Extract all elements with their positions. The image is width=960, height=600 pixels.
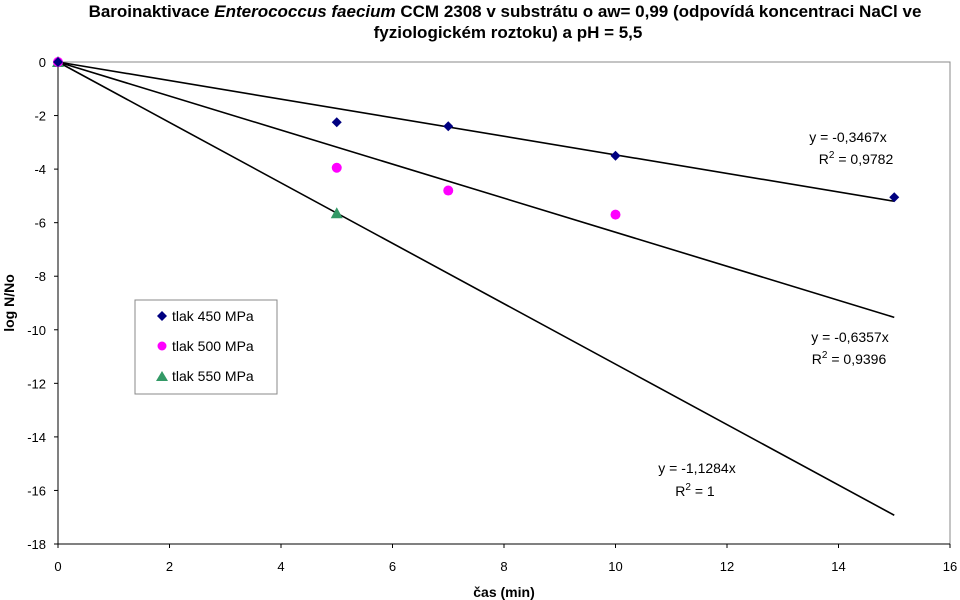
legend-label-450: tlak 450 MPa <box>172 308 254 324</box>
x-tick-label: 16 <box>943 559 957 574</box>
chart-title-line2: fyziologickém roztoku) a pH = 5,5 <box>374 23 643 42</box>
data-point-circle <box>331 162 342 173</box>
trend-500-r2-value: = 0,9396 <box>827 351 886 367</box>
y-tick-label: -8 <box>34 269 46 284</box>
legend-marker-550 <box>156 371 168 381</box>
data-point-diamond <box>889 192 900 203</box>
data-point-diamond <box>53 57 63 67</box>
trend-500-equation: y = -0,6357x <box>811 329 888 345</box>
y-tick-label: -6 <box>34 216 46 231</box>
legend: tlak 450 MPa tlak 500 MPa tlak 550 MPa <box>134 299 278 395</box>
x-tick-label: 0 <box>54 559 61 574</box>
data-point-diamond <box>443 121 454 132</box>
x-tick-label: 14 <box>831 559 845 574</box>
chart-title-organism: Enterococcus faecium <box>214 2 395 21</box>
data-point-triangle <box>330 207 343 219</box>
chart-title-part1: Baroinaktivace <box>89 2 215 21</box>
y-tick-label: -14 <box>27 430 46 445</box>
trend-500-r2-sup: 2 <box>822 350 828 361</box>
y-axis-label: log N/No <box>1 274 17 332</box>
y-tick-label: -10 <box>27 323 46 338</box>
trend-450-r2: R2 = 0,9782 <box>819 150 894 167</box>
trendline <box>57 61 895 319</box>
x-ticks: 0 2 4 6 8 10 12 14 16 <box>54 544 957 574</box>
trend-550-r2-sup: 2 <box>685 482 691 493</box>
y-tick-label: -16 <box>27 483 46 498</box>
trend-550-r2: R2 = 1 <box>675 482 715 499</box>
x-tick-label: 12 <box>720 559 734 574</box>
trend-450-r2-sup: 2 <box>829 150 835 161</box>
y-tick-label: -12 <box>27 376 46 391</box>
trend-500-r2: R2 = 0,9396 <box>812 350 887 367</box>
y-tick-label: -4 <box>34 162 46 177</box>
legend-label-550: tlak 550 MPa <box>172 368 254 384</box>
x-tick-label: 4 <box>277 559 284 574</box>
y-tick-label: -18 <box>27 537 46 552</box>
trend-450-equation: y = -0,3467x <box>809 129 886 145</box>
y-tick-label: 0 <box>39 55 46 70</box>
trend-550-equation: y = -1,1284x <box>658 460 735 476</box>
x-axis-label: čas (min) <box>473 584 534 600</box>
trend-500-r2-prefix: R <box>812 351 822 367</box>
x-tick-label: 8 <box>500 559 507 574</box>
x-tick-label: 10 <box>608 559 622 574</box>
x-tick-label: 2 <box>166 559 173 574</box>
data-point-diamond <box>331 117 342 128</box>
data-point-circle <box>443 185 454 196</box>
data-point-circle <box>610 209 621 220</box>
trend-450-r2-value: = 0,9782 <box>834 151 893 167</box>
data-point-diamond <box>610 150 621 161</box>
y-tick-label: -2 <box>34 109 46 124</box>
trend-450-r2-prefix: R <box>819 151 829 167</box>
y-ticks: 0 -2 -4 -6 -8 -10 -12 -14 -16 -18 <box>27 55 58 552</box>
chart-title-part3: CCM 2308 v substrátu o aw= 0,99 (odpovíd… <box>396 2 922 21</box>
data-points <box>52 56 900 220</box>
x-tick-label: 6 <box>389 559 396 574</box>
legend-marker-450 <box>157 311 167 321</box>
legend-label-500: tlak 500 MPa <box>172 338 254 354</box>
trend-550-r2-prefix: R <box>675 483 685 499</box>
trend-550-r2-value: = 1 <box>691 483 715 499</box>
trendline <box>57 61 895 203</box>
trendlines <box>57 61 895 516</box>
legend-marker-500 <box>157 341 167 351</box>
trendline <box>57 61 895 516</box>
chart-title-line1: Baroinaktivace Enterococcus faecium CCM … <box>89 2 922 21</box>
